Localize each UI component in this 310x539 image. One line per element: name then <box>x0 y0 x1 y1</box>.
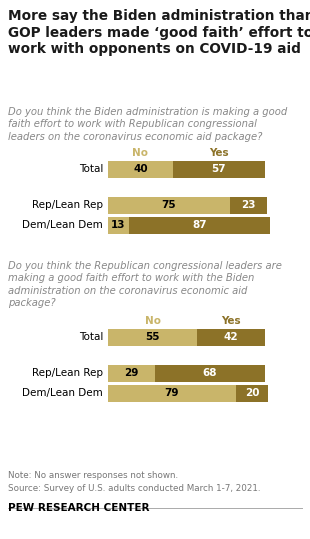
Text: 20: 20 <box>245 388 259 398</box>
Text: Do you think the Republican congressional leaders are
making a good faith effort: Do you think the Republican congressiona… <box>8 261 282 308</box>
Bar <box>155 364 265 382</box>
Text: Total: Total <box>79 164 103 174</box>
Bar <box>236 384 268 402</box>
Text: 13: 13 <box>111 220 126 230</box>
Bar <box>108 197 229 213</box>
Text: Yes: Yes <box>209 148 229 158</box>
Text: 79: 79 <box>165 388 179 398</box>
Text: 42: 42 <box>224 332 238 342</box>
Bar <box>108 384 236 402</box>
Bar <box>173 161 265 177</box>
Text: 29: 29 <box>124 368 139 378</box>
Text: No: No <box>132 148 148 158</box>
Text: 57: 57 <box>212 164 226 174</box>
Bar <box>229 197 267 213</box>
Text: 55: 55 <box>145 332 160 342</box>
Text: 23: 23 <box>241 200 255 210</box>
Text: Rep/Lean Rep: Rep/Lean Rep <box>32 368 103 378</box>
Text: 87: 87 <box>192 220 207 230</box>
Bar <box>129 217 270 233</box>
Bar <box>108 328 197 345</box>
Text: Dem/Lean Dem: Dem/Lean Dem <box>22 220 103 230</box>
Text: Source: Survey of U.S. adults conducted March 1-7, 2021.: Source: Survey of U.S. adults conducted … <box>8 484 260 493</box>
Text: No: No <box>144 316 161 326</box>
Bar <box>108 364 155 382</box>
Bar <box>108 161 173 177</box>
Text: Yes: Yes <box>221 316 241 326</box>
Text: Total: Total <box>79 332 103 342</box>
Text: 40: 40 <box>133 164 148 174</box>
Bar <box>108 217 129 233</box>
Text: Rep/Lean Rep: Rep/Lean Rep <box>32 200 103 210</box>
Text: More say the Biden administration than
GOP leaders made ‘good faith’ effort to
w: More say the Biden administration than G… <box>8 9 310 57</box>
Bar <box>197 328 265 345</box>
Text: Note: No answer responses not shown.: Note: No answer responses not shown. <box>8 471 178 480</box>
Text: 68: 68 <box>203 368 217 378</box>
Text: 75: 75 <box>162 200 176 210</box>
Text: Do you think the Biden administration is making a good
faith effort to work with: Do you think the Biden administration is… <box>8 107 287 142</box>
Text: Dem/Lean Dem: Dem/Lean Dem <box>22 388 103 398</box>
Text: PEW RESEARCH CENTER: PEW RESEARCH CENTER <box>8 503 149 513</box>
